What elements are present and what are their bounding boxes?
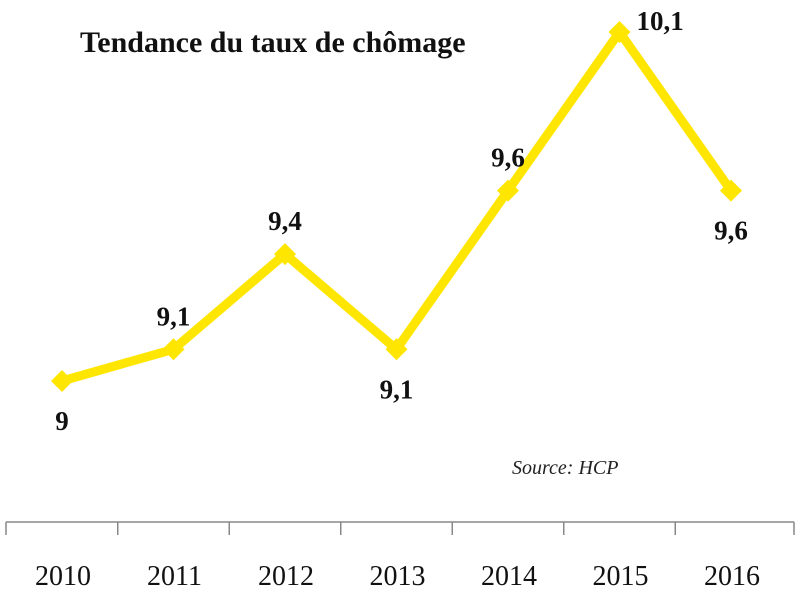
marker-group [51,21,742,392]
data-point-marker [385,338,408,361]
chart-title: Tendance du taux de chômage [80,26,466,59]
data-point-marker [51,370,73,392]
data-label: 9,6 [714,216,748,246]
data-label: 9 [55,406,69,436]
data-point-marker [274,243,296,266]
chart-source: Source: HCP [512,457,618,479]
data-point-marker [497,179,519,202]
x-tick-label: 2015 [593,561,649,592]
x-tick-label: 2011 [147,561,202,592]
x-tick-label: 2014 [481,561,537,592]
data-label: 10,1 [637,6,684,36]
x-tick-label: 2016 [704,561,760,592]
x-axis: 2010 2011 2012 2013 2014 2015 2016 [5,521,795,592]
x-tick-label: 2012 [258,561,314,592]
data-label: 9,4 [268,206,302,236]
data-point-marker [608,21,631,43]
data-label: 9,6 [491,143,525,173]
data-label: 9,1 [157,301,191,331]
data-label: 9,1 [380,374,414,404]
x-tick-label: 2013 [370,561,426,592]
x-tick-label: 2010 [35,561,91,592]
data-label-group: 9 9,1 9,4 9,1 9,6 10,1 9,6 [55,6,748,436]
data-point-marker [720,179,742,202]
data-point-marker [162,338,185,361]
